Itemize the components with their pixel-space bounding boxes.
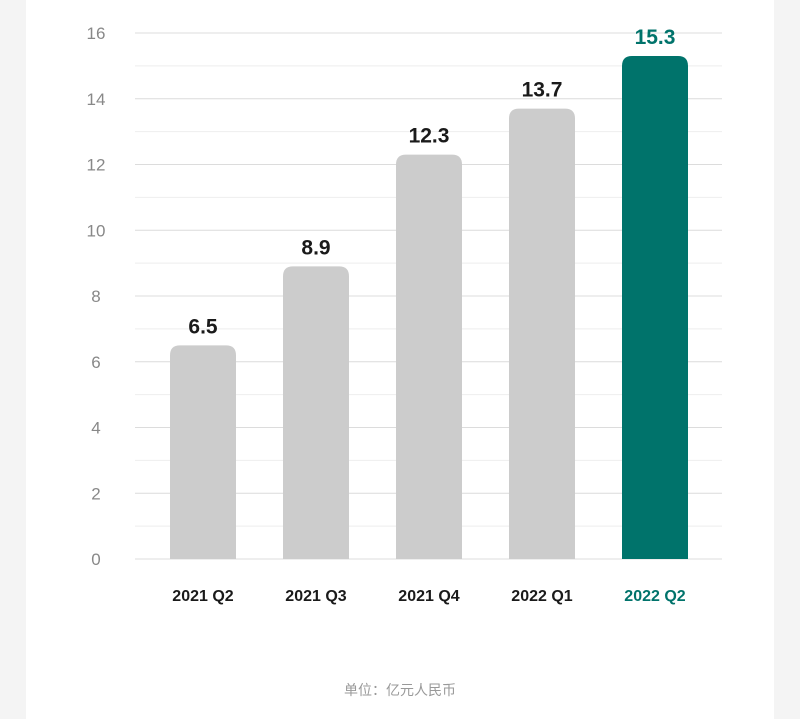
y-tick-label: 0 xyxy=(91,550,100,569)
y-tick-label: 8 xyxy=(91,287,100,306)
value-label: 8.9 xyxy=(301,236,330,259)
y-tick-label: 16 xyxy=(87,24,106,43)
value-label: 6.5 xyxy=(188,315,218,338)
x-axis-ticks: 2021 Q2 2021 Q3 2021 Q4 2022 Q1 2022 Q2 xyxy=(172,588,685,605)
x-tick-label: 2022 Q2 xyxy=(624,588,685,605)
x-tick-label: 2021 Q2 xyxy=(172,588,233,605)
bar-2021-q4 xyxy=(396,154,462,559)
y-tick-label: 2 xyxy=(91,484,100,503)
value-label: 12.3 xyxy=(409,125,450,148)
y-tick-label: 6 xyxy=(91,353,100,372)
unit-note: 单位：亿元人民币 xyxy=(344,683,456,699)
bar-2021-q3 xyxy=(283,266,349,559)
x-tick-label: 2021 Q4 xyxy=(398,588,459,605)
value-labels: 6.5 8.9 12.3 13.7 15.3 xyxy=(188,26,675,338)
bar-2022-q2 xyxy=(622,56,688,559)
y-tick-label: 12 xyxy=(87,156,106,175)
y-axis-ticks: 0 2 4 6 8 10 12 14 16 xyxy=(87,24,106,569)
y-tick-label: 4 xyxy=(91,419,100,438)
y-tick-label: 14 xyxy=(87,90,106,109)
bar-2021-q2 xyxy=(170,345,236,559)
value-label: 15.3 xyxy=(635,26,676,49)
x-tick-label: 2021 Q3 xyxy=(285,588,346,605)
value-label: 13.7 xyxy=(522,79,563,102)
bars xyxy=(170,56,688,560)
bar-2022-q1 xyxy=(509,108,575,560)
x-tick-label: 2022 Q1 xyxy=(511,588,572,605)
y-tick-label: 10 xyxy=(87,221,106,240)
